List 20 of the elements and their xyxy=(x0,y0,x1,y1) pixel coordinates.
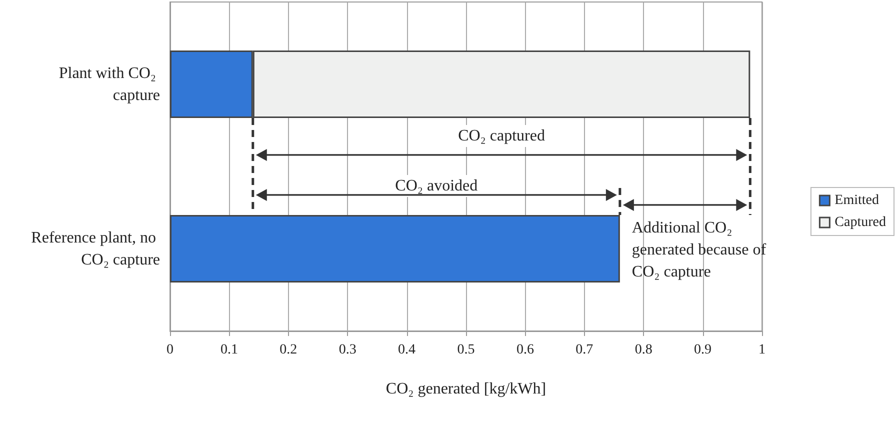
x-tick-label: 0.6 xyxy=(516,342,534,358)
x-tick-label: 0 xyxy=(166,342,174,358)
legend-label: Emitted xyxy=(834,193,880,208)
bar xyxy=(170,215,620,282)
y-tick-label: Plant with CO₂ capture xyxy=(58,64,160,104)
x-tick-label: 0.7 xyxy=(576,342,594,358)
x-axis-title: CO₂ generated [kg/kWh] xyxy=(386,380,546,398)
y-tick-label: Reference plant, no CO₂ capture xyxy=(31,229,160,268)
x-tick-label: 0.5 xyxy=(457,342,475,358)
annotation: Additional CO₂ generated because of CO₂ capture xyxy=(632,220,770,281)
x-tick-label: 0.9 xyxy=(694,342,712,358)
x-tick-label: 1 xyxy=(758,342,766,358)
x-tick-label: 0.1 xyxy=(220,342,238,358)
x-tick-label: 0.8 xyxy=(634,342,652,358)
legend-label: Captured xyxy=(834,215,886,230)
annotation: CO₂ captured xyxy=(458,127,545,144)
x-tick-label: 0.3 xyxy=(338,342,356,358)
x-tick-label: 0.2 xyxy=(280,342,298,358)
annotation: CO₂ avoided xyxy=(395,177,478,194)
x-tick-label: 0.4 xyxy=(398,342,416,358)
